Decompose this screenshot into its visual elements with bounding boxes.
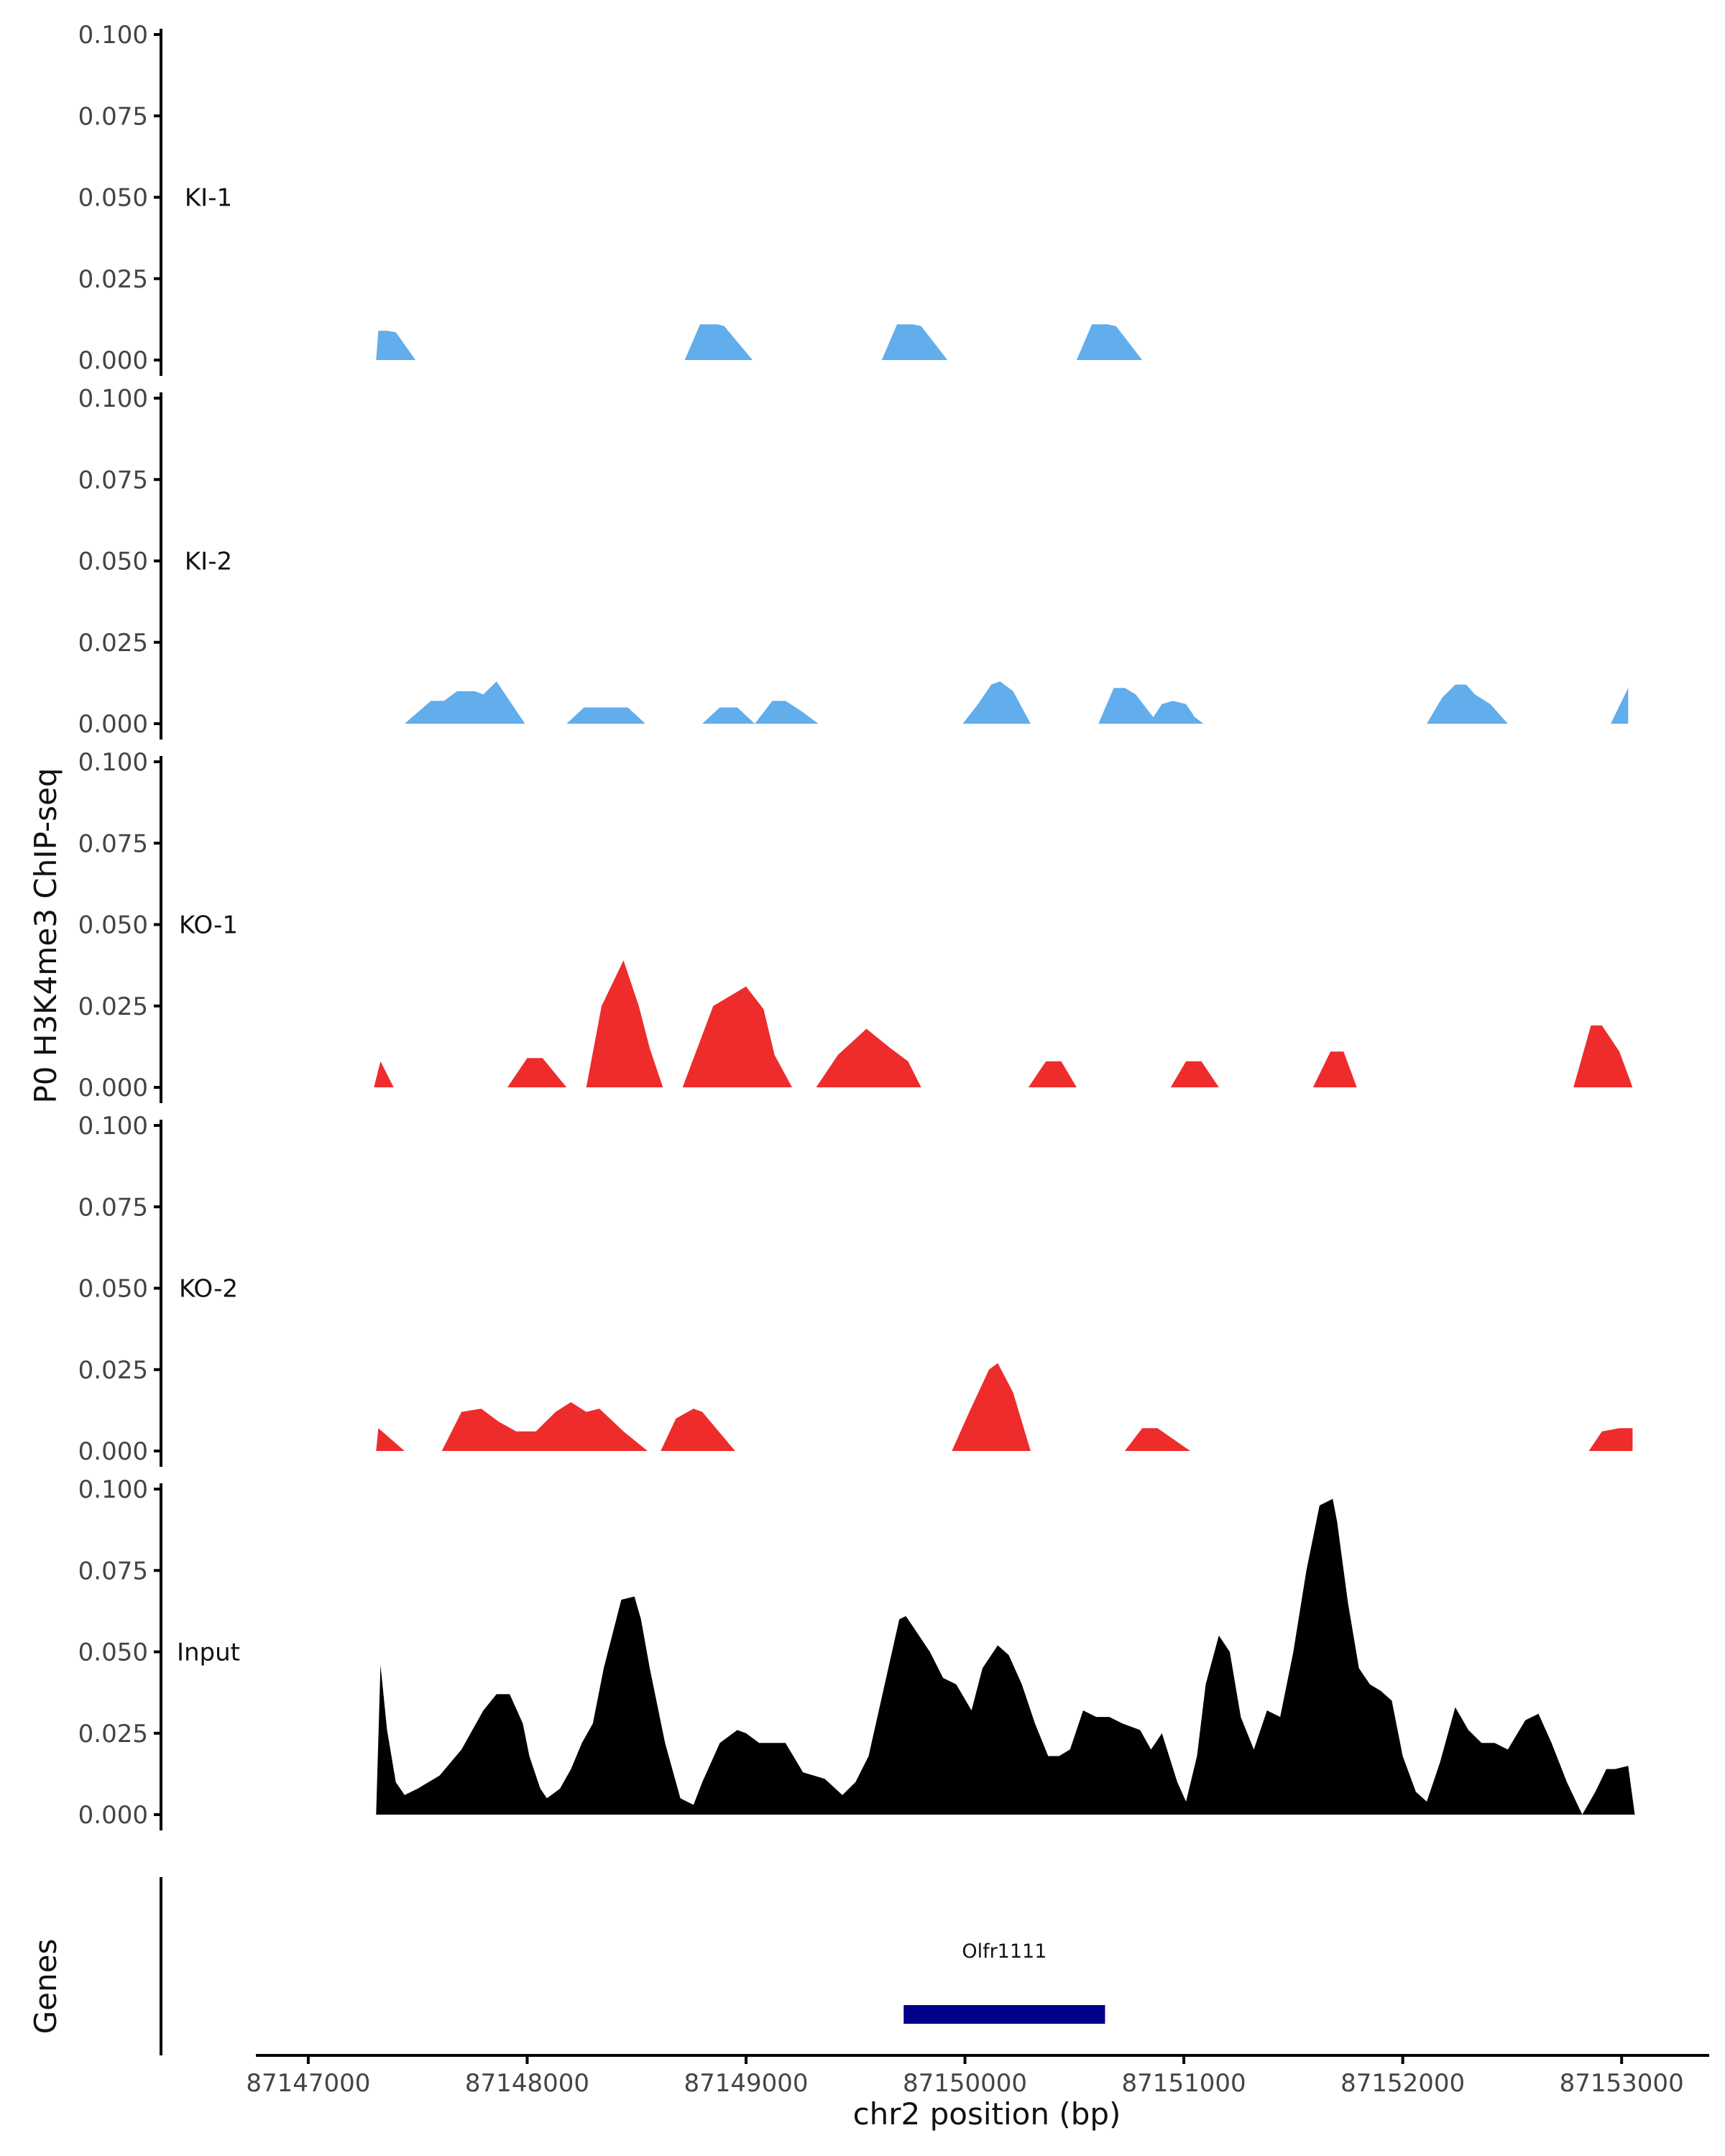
track-ko-1: 0.000 0.025 0.050 0.075 0.100 KO-1 [78, 748, 1633, 1103]
y-tick-label: 0.025 [78, 1356, 148, 1385]
y-tick-label: 0.000 [78, 1801, 148, 1830]
signal-peak [1588, 1428, 1633, 1451]
y-tick-label: 0.050 [78, 548, 148, 576]
y-tick-label: 0.100 [78, 1112, 148, 1141]
signal-peak [1124, 1428, 1191, 1451]
x-tick-label: 87153000 [1560, 2069, 1684, 2098]
y-tick-label: 0.000 [78, 1437, 148, 1466]
x-tick-label: 87148000 [465, 2069, 589, 2098]
tracks: 0.0000.0250.0500.0750.100KI-10.0000.0250… [78, 21, 1635, 1830]
signal-peak [962, 681, 1031, 724]
y-tick-label: 0.100 [78, 748, 148, 777]
signal-peak [1028, 1061, 1077, 1087]
x-tick-label: 87149000 [684, 2069, 808, 2098]
x-tick-label: 87147000 [246, 2069, 370, 2098]
track-ki-2: 0.000 0.025 0.050 0.075 0.100 KI-2 [78, 384, 1629, 740]
signal-peak [566, 707, 645, 724]
signal-peak [1582, 1766, 1635, 1815]
track-label: KO-1 [179, 911, 238, 940]
x-tick-label: 87150000 [903, 2069, 1027, 2098]
y-tick-label: 0.025 [78, 629, 148, 658]
signal-peak [816, 1028, 921, 1087]
signal-peak [1611, 688, 1629, 724]
genes-track: Genes Olfr1111 [28, 1877, 1105, 2055]
signal-peak [684, 324, 753, 360]
y-axis-title: P0 H3K4me3 ChIP-seq [28, 768, 63, 1103]
signal-peak [376, 331, 416, 360]
signal-peak [682, 986, 792, 1087]
signal-peak [376, 1428, 405, 1451]
signal-peak [755, 701, 819, 724]
y-tick-label: 0.050 [78, 911, 148, 940]
genes-label: Genes [28, 1939, 63, 2035]
signal-peak [702, 707, 755, 724]
track-label: KI-1 [185, 184, 232, 213]
x-axis-label: chr2 position (bp) [853, 2096, 1121, 2132]
signal-peak [507, 1058, 567, 1087]
y-tick-label: 0.000 [78, 1074, 148, 1102]
y-tick-label: 0.075 [78, 829, 148, 858]
y-tick-label: 0.025 [78, 265, 148, 294]
y-tick-label: 0.100 [78, 384, 148, 413]
signal-peak [376, 1498, 1583, 1815]
y-tick-label: 0.100 [78, 1475, 148, 1504]
track-label: KO-2 [179, 1275, 238, 1304]
y-axis-label: P0 H3K4me3 ChIP-seq [28, 768, 63, 1103]
y-tick-label: 0.000 [78, 710, 148, 739]
y-tick-label: 0.075 [78, 466, 148, 494]
signal-peak [952, 1363, 1031, 1451]
signal-peak [441, 1402, 648, 1451]
track-ko-2: 0.000 0.025 0.050 0.075 0.100 KO-2 [78, 1112, 1633, 1467]
x-tick-label: 87152000 [1340, 2069, 1465, 2098]
y-tick-label: 0.025 [78, 1720, 148, 1749]
track-ki-1: 0.000 0.025 0.050 0.075 0.100 KI-1 [78, 21, 1143, 376]
signal-peak [404, 681, 525, 724]
track-label: KI-2 [185, 548, 232, 576]
y-tick-label: 0.025 [78, 992, 148, 1021]
gene-label: Olfr1111 [962, 1940, 1046, 1963]
x-axis: 87147000 87148000 87149000 87150000 87151000… [246, 2054, 1709, 2132]
signal-peak [1076, 324, 1143, 360]
y-tick-label: 0.075 [78, 1193, 148, 1222]
x-tick-label: 87151000 [1122, 2069, 1246, 2098]
track-input: 0.000 0.025 0.050 0.075 0.100 Input [78, 1475, 1635, 1830]
y-tick-label: 0.075 [78, 1557, 148, 1585]
signal-peak [1098, 688, 1204, 724]
track-label: Input [177, 1639, 240, 1667]
signal-peak [1427, 684, 1508, 724]
signal-peak [661, 1409, 735, 1451]
y-tick-label: 0.050 [78, 1639, 148, 1667]
signal-peak [374, 1061, 394, 1087]
y-tick-label: 0.000 [78, 346, 148, 375]
y-tick-label: 0.100 [78, 21, 148, 50]
signal-peak [881, 324, 948, 360]
y-tick-label: 0.050 [78, 1275, 148, 1304]
gene-bar [903, 2005, 1105, 2024]
y-tick-label: 0.075 [78, 102, 148, 131]
signal-peak [1312, 1051, 1357, 1087]
signal-peak [1170, 1061, 1219, 1087]
signal-peak [586, 960, 663, 1087]
signal-peak [1573, 1025, 1633, 1087]
y-tick-label: 0.050 [78, 184, 148, 213]
